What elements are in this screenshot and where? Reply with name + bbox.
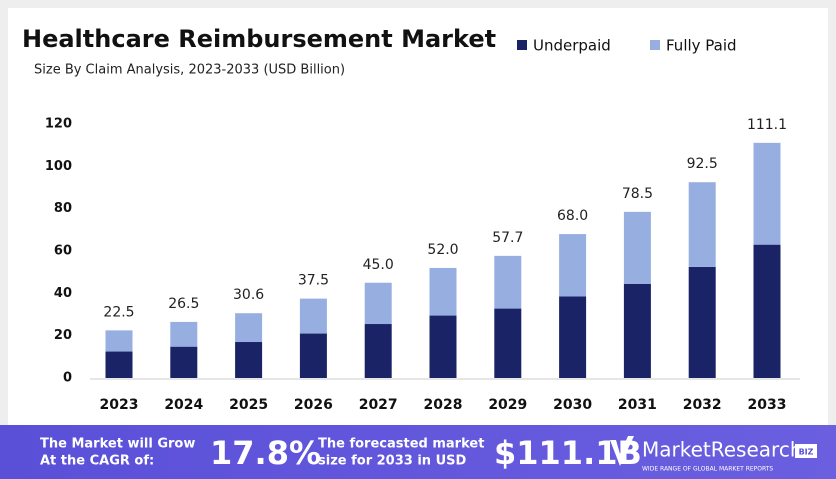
total-label: 57.7 [492,230,523,246]
bar-segment [235,313,263,343]
brand-tagline: WIDE RANGE OF GLOBAL MARKET REPORTS [642,466,773,473]
total-label: 78.5 [622,186,653,202]
x-tick-label: 2031 [618,397,657,413]
cagr-text: At the CAGR of: [40,454,154,469]
brand-badge-box [795,444,817,458]
footer-banner [0,425,836,479]
total-label: 92.5 [687,156,718,172]
forecast-text: The forecasted market [318,437,484,452]
bar-segment [753,244,781,378]
x-tick-label: 2029 [488,397,527,413]
chart-title: Healthcare Reimbursement Market [22,25,496,53]
bar-segment [753,142,781,245]
bar-segment [494,308,522,378]
x-tick-label: 2027 [359,397,398,413]
x-tick-label: 2024 [164,397,203,413]
y-tick-label: 0 [63,371,72,386]
bar-segment [105,330,133,352]
bar-segment [688,266,716,378]
bar-segment [429,267,457,316]
bar-segment [364,282,392,325]
bar-segment [299,333,327,378]
bar-segment [494,255,522,309]
brand-badge: BIZ [799,448,814,457]
y-tick-label: 40 [54,286,72,301]
bar-segment [559,296,587,378]
cagr-value: 17.8% [210,434,321,472]
legend-swatch [650,40,660,50]
total-label: 52.0 [427,242,458,258]
bar-segment [429,315,457,378]
legend-label: Fully Paid [666,37,737,55]
total-label: 45.0 [363,257,394,273]
chart-subtitle: Size By Claim Analysis, 2023-2033 (USD B… [34,63,345,78]
bar-segment [623,211,651,284]
total-label: 37.5 [298,273,329,289]
x-tick-label: 2032 [683,397,722,413]
y-tick-label: 20 [54,328,72,343]
bar-segment [170,346,198,378]
bar-segment [559,234,587,297]
bar-segment [688,182,716,267]
bar-segment [364,324,392,378]
x-tick-label: 2025 [229,397,268,413]
total-label: 111.1 [747,117,787,133]
brand-logo [610,436,634,466]
legend-swatch [517,40,527,50]
y-tick-label: 100 [45,159,72,174]
bar-segment [235,342,263,378]
brand-name: MarketResearch [642,438,803,462]
total-label: 26.5 [168,296,199,312]
total-label: 68.0 [557,208,588,224]
total-label: 30.6 [233,287,264,303]
forecast-text: size for 2033 in USD [318,454,466,469]
y-tick-label: 60 [54,244,72,259]
x-tick-label: 2033 [748,397,787,413]
x-tick-label: 2026 [294,397,333,413]
total-label: 22.5 [103,304,134,320]
x-tick-label: 2023 [100,397,139,413]
bar-segment [170,321,198,347]
x-tick-label: 2030 [553,397,592,413]
y-tick-label: 120 [45,117,72,132]
y-tick-label: 80 [54,201,72,216]
cagr-text: The Market will Grow [40,437,195,452]
x-tick-label: 2028 [424,397,463,413]
legend-label: Underpaid [533,37,611,55]
bar-segment [105,351,133,378]
bar-segment [299,298,327,334]
bar-segment [623,283,651,378]
